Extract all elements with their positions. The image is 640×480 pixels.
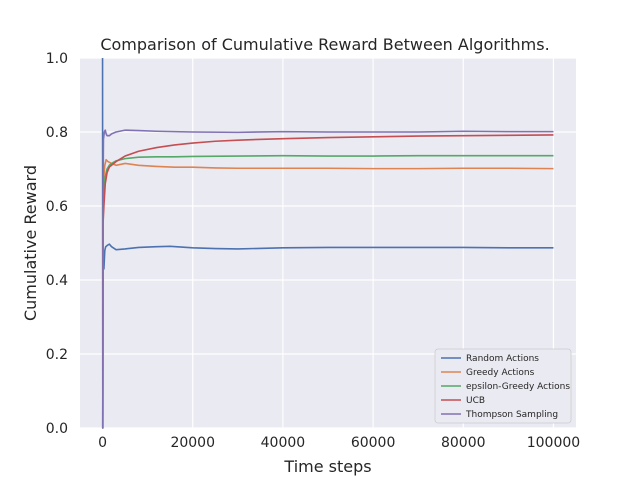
chart-title: Comparison of Cumulative Reward Between … — [100, 35, 549, 54]
series-layer — [101, 57, 554, 429]
x-tick-label: 40000 — [261, 435, 306, 451]
series-line-epsilon-greedy-actions — [101, 154, 554, 429]
x-tick-labels: 0 20000 40000 60000 80000 100000 — [98, 435, 580, 451]
y-tick-label: 0.0 — [46, 421, 68, 437]
y-tick-label: 0.4 — [46, 273, 68, 289]
y-tick-label: 0.2 — [46, 347, 68, 363]
legend-label-ucb: UCB — [466, 396, 485, 406]
series-line-greedy-actions — [101, 158, 554, 429]
x-tick-label: 20000 — [170, 435, 215, 451]
legend: Random Actions Greedy Actions epsilon-Gree… — [434, 348, 572, 424]
x-axis-label: Time steps — [283, 457, 371, 476]
x-tick-label: 80000 — [441, 435, 486, 451]
y-tick-label: 1.0 — [46, 51, 68, 67]
legend-label-thompson-sampling: Thompson Sampling — [465, 410, 558, 420]
x-tick-label: 60000 — [351, 435, 396, 451]
legend-box — [434, 348, 572, 424]
y-axis-label: Cumulative Reward — [21, 165, 40, 321]
series-line-random-actions — [101, 57, 554, 429]
y-tick-label: 0.8 — [46, 125, 68, 141]
legend-label-random-actions: Random Actions — [466, 354, 539, 364]
legend-label-epsilon-greedy-actions: epsilon-Greedy Actions — [466, 382, 570, 392]
x-tick-label: 0 — [98, 435, 107, 451]
y-tick-label: 0.6 — [46, 199, 68, 215]
series-line-thompson-sampling — [101, 129, 554, 429]
y-tick-labels: 0.0 0.2 0.4 0.6 0.8 1.0 — [46, 51, 68, 437]
x-tick-label: 100000 — [527, 435, 580, 451]
legend-label-greedy-actions: Greedy Actions — [466, 368, 535, 378]
series-line-ucb — [101, 134, 554, 429]
